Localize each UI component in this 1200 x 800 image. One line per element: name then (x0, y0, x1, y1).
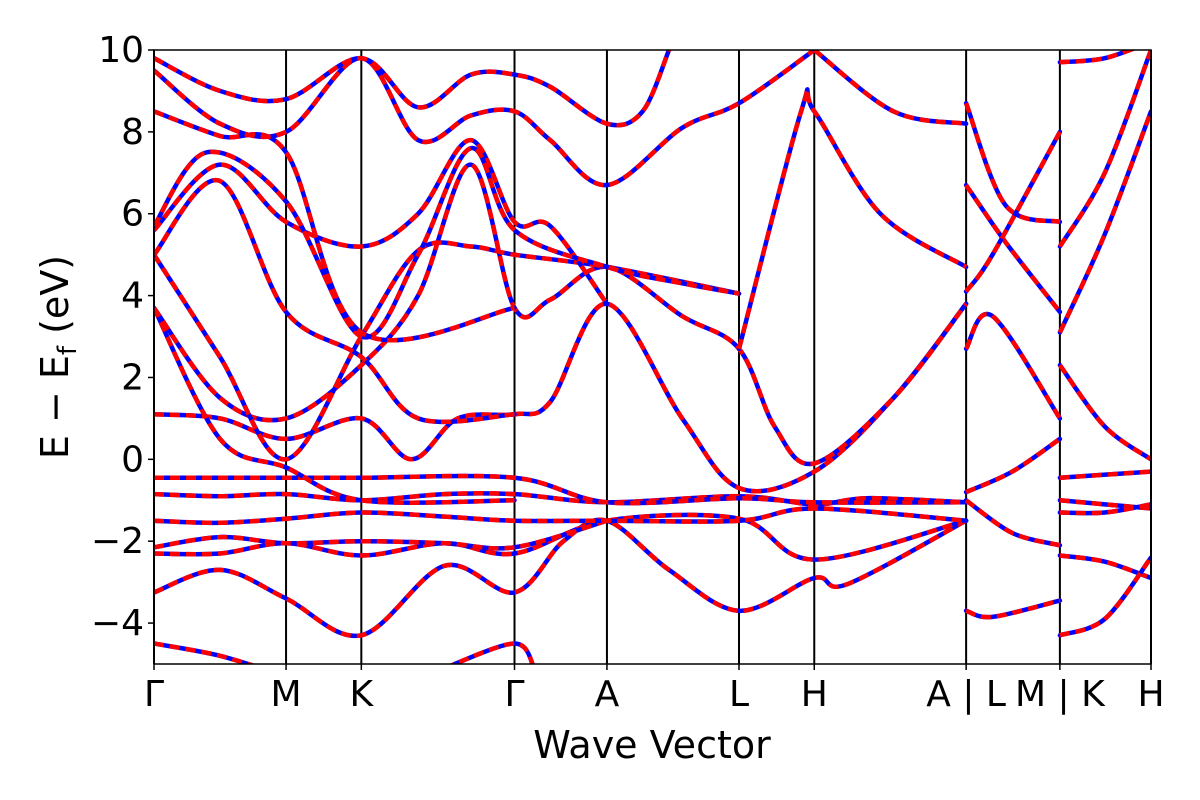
y-tick-label: 0 (121, 439, 144, 480)
y-tick-label: 2 (121, 357, 144, 398)
band-line-red (154, 50, 672, 128)
y-axis-label: E − Ef (eV) (33, 255, 83, 459)
band-line-blue (154, 162, 969, 467)
band-line-red (154, 301, 968, 494)
band-line-red (965, 598, 1061, 620)
band-line-red (154, 517, 968, 639)
band-line-blue (1057, 50, 1137, 65)
y-tick-label: −2 (91, 521, 144, 562)
band-line-red (154, 109, 515, 343)
band-line-red (965, 437, 1062, 495)
band-line-red (154, 137, 609, 306)
x-tick-label: K (350, 674, 375, 715)
band-line-blue (1057, 469, 1151, 481)
band-line-red (1059, 502, 1151, 516)
x-tick-label: Γ (504, 674, 524, 715)
band-line-red (1059, 556, 1151, 638)
band-line-red (963, 102, 1061, 225)
band-line-red (964, 311, 1062, 420)
high-symmetry-lines (153, 50, 1152, 664)
band-line-blue (1057, 362, 1151, 462)
band-line-red (1059, 469, 1151, 481)
y-axis: −4 −2 0 2 4 6 8 10 (91, 30, 154, 644)
band-line-red (964, 183, 1062, 314)
band-line-red (154, 50, 816, 188)
y-tick-label: −4 (91, 603, 144, 644)
band-line-red (154, 162, 968, 467)
band-line-red (1057, 110, 1151, 334)
y-axis-label-sub: f (53, 345, 83, 355)
y-axis-label-main: E − E (33, 355, 77, 459)
band-line-blue (812, 50, 969, 126)
band-line-red (154, 178, 515, 425)
band-line-red (154, 473, 967, 506)
y-tick-label: 10 (98, 30, 144, 71)
y-tick-label: 6 (121, 194, 144, 235)
y-axis-label-unit: (eV) (33, 255, 77, 346)
band-line-red (154, 641, 256, 664)
band-line-blue (963, 498, 1063, 548)
band-line-red (812, 50, 967, 126)
y-tick-label: 4 (121, 276, 144, 317)
x-tick-label: Γ (144, 674, 164, 715)
x-axis-label: Wave Vector (533, 723, 771, 767)
band-line-red (736, 87, 968, 350)
band-line-red (448, 641, 535, 664)
plot-frame (153, 49, 1152, 665)
x-tick-label: A (595, 674, 620, 715)
band-line-red (964, 130, 1062, 293)
x-tick-label: L (729, 674, 749, 715)
band-line-red (154, 506, 967, 526)
band-line-red (154, 512, 967, 562)
x-tick-label: H (1137, 674, 1164, 715)
x-tick-label: M (271, 674, 302, 715)
x-tick-label: H (801, 674, 828, 715)
band-line-red (154, 518, 608, 551)
x-tick-label: M | K (1015, 674, 1106, 715)
band-line-blue (963, 311, 1063, 421)
band-line-blue (154, 137, 610, 307)
band-line-red (154, 145, 740, 340)
x-tick-label: A | L (926, 674, 1006, 715)
band-line-red (1057, 50, 1151, 248)
band-line-blue (154, 305, 517, 505)
band-lines (154, 50, 1151, 664)
band-line-red (964, 498, 1061, 548)
band-line-red (1058, 363, 1151, 462)
band-line-red (154, 240, 740, 462)
band-line-blue (1057, 555, 1151, 638)
y-tick-label: 8 (121, 112, 144, 153)
